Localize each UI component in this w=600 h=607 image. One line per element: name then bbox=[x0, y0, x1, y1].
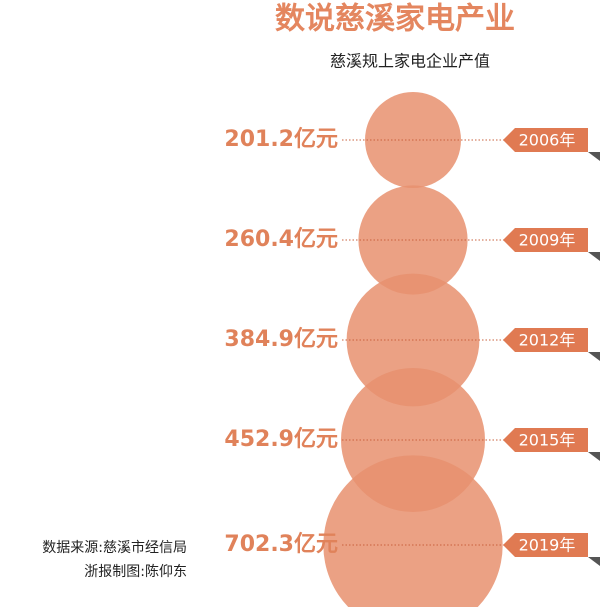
year-label: 2019年 bbox=[519, 536, 576, 555]
year-tag-fold bbox=[588, 152, 600, 161]
year-tag-fold bbox=[588, 252, 600, 261]
year-label: 2009年 bbox=[519, 231, 576, 250]
credit: 浙报制图:陈仰东 bbox=[84, 563, 187, 580]
value-label: 702.3亿元 bbox=[224, 532, 338, 557]
value-label: 384.9亿元 bbox=[224, 327, 338, 352]
year-tag-fold bbox=[588, 557, 600, 566]
year-label: 2015年 bbox=[519, 431, 576, 450]
value-label: 452.9亿元 bbox=[224, 427, 338, 452]
year-tag bbox=[503, 428, 588, 452]
source: 数据来源:慈溪市经信局 bbox=[42, 539, 187, 556]
year-tag-fold bbox=[588, 452, 600, 461]
year-tag bbox=[503, 228, 588, 252]
year-tag bbox=[503, 533, 588, 557]
chart-title: 数说慈溪家电产业 bbox=[275, 2, 515, 37]
value-label: 201.2亿元 bbox=[224, 127, 338, 152]
year-tag bbox=[503, 328, 588, 352]
chart-subtitle: 慈溪规上家电企业产值 bbox=[330, 52, 490, 71]
year-tag-fold bbox=[588, 352, 600, 361]
value-label: 260.4亿元 bbox=[224, 227, 338, 252]
bubble bbox=[323, 455, 503, 607]
year-tag bbox=[503, 128, 588, 152]
year-label: 2006年 bbox=[519, 131, 576, 150]
year-label: 2012年 bbox=[519, 331, 576, 350]
